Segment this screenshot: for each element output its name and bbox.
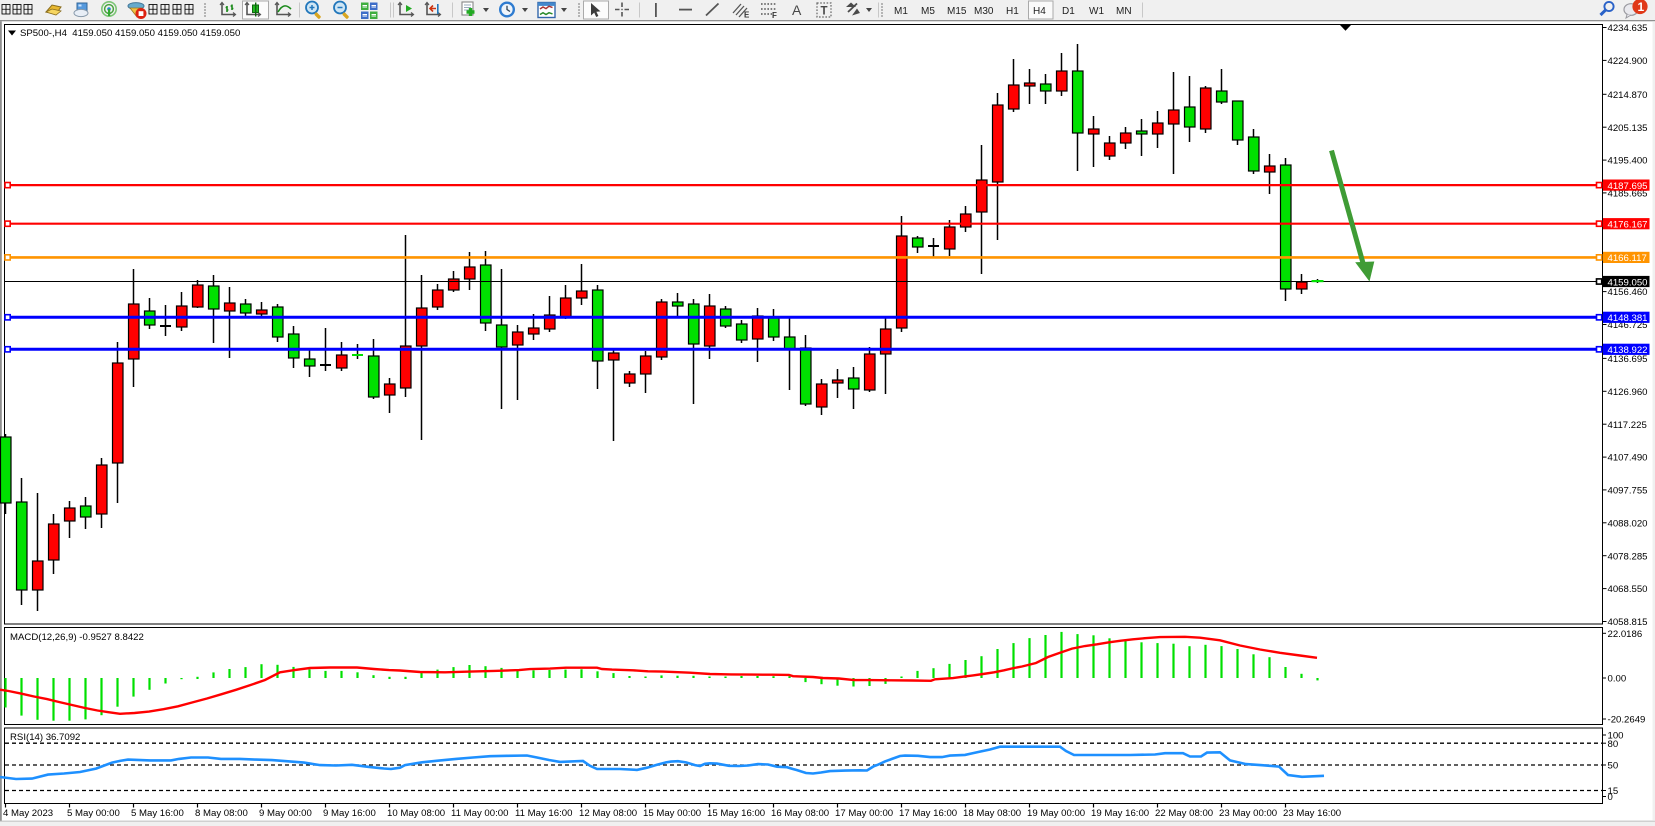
svg-text:D1: D1 — [1062, 6, 1075, 17]
svg-text:T: T — [821, 6, 828, 18]
svg-text:4214.870: 4214.870 — [1608, 90, 1648, 101]
svg-text:4195.400: 4195.400 — [1608, 156, 1648, 167]
svg-text:1: 1 — [1638, 0, 1645, 14]
svg-text:A: A — [792, 2, 802, 18]
svg-text:17 May 00:00: 17 May 00:00 — [835, 808, 893, 819]
svg-text:4176.167: 4176.167 — [1608, 220, 1648, 231]
svg-text:23 May 16:00: 23 May 16:00 — [1283, 808, 1341, 819]
svg-text:4126.960: 4126.960 — [1608, 387, 1648, 398]
svg-text:MN: MN — [1116, 6, 1132, 17]
svg-text:19 May 00:00: 19 May 00:00 — [1027, 808, 1085, 819]
svg-text:4136.695: 4136.695 — [1608, 354, 1648, 365]
svg-text:4138.922: 4138.922 — [1608, 345, 1648, 356]
svg-text:19 May 16:00: 19 May 16:00 — [1091, 808, 1149, 819]
svg-text:15 May 00:00: 15 May 00:00 — [643, 808, 701, 819]
svg-text:15: 15 — [1608, 786, 1619, 797]
svg-text:-20.2649: -20.2649 — [1608, 715, 1646, 726]
svg-text:5 May 16:00: 5 May 16:00 — [131, 808, 184, 819]
svg-text:80: 80 — [1608, 739, 1619, 750]
svg-text:18 May 08:00: 18 May 08:00 — [963, 808, 1021, 819]
svg-text:4234.635: 4234.635 — [1608, 23, 1648, 34]
svg-text:F: F — [772, 11, 777, 20]
svg-text:H4: H4 — [1033, 6, 1046, 17]
svg-text:4058.815: 4058.815 — [1608, 617, 1648, 628]
svg-text:4187.695: 4187.695 — [1608, 181, 1648, 192]
svg-text:4185.665: 4185.665 — [1608, 189, 1648, 200]
svg-text:5 May 00:00: 5 May 00:00 — [67, 808, 120, 819]
svg-text:4 May 2023: 4 May 2023 — [3, 808, 53, 819]
svg-text:RSI(14) 36.7092: RSI(14) 36.7092 — [10, 732, 80, 743]
svg-text:15 May 16:00: 15 May 16:00 — [707, 808, 765, 819]
svg-text:4166.117: 4166.117 — [1608, 253, 1647, 264]
svg-text:M5: M5 — [921, 6, 935, 17]
svg-text:H1: H1 — [1006, 6, 1019, 17]
svg-text:4159.050: 4159.050 — [1608, 277, 1648, 288]
svg-text:4205.135: 4205.135 — [1608, 123, 1648, 134]
svg-text:4156.460: 4156.460 — [1608, 287, 1648, 298]
svg-text:4224.900: 4224.900 — [1608, 56, 1648, 67]
svg-text:0: 0 — [1608, 792, 1613, 803]
svg-text:W1: W1 — [1089, 6, 1104, 17]
svg-text:M1: M1 — [894, 6, 908, 17]
svg-text:50: 50 — [1608, 761, 1619, 772]
svg-text:17 May 16:00: 17 May 16:00 — [899, 808, 957, 819]
svg-text:4117.225: 4117.225 — [1608, 420, 1647, 431]
svg-text:9 May 16:00: 9 May 16:00 — [323, 808, 376, 819]
svg-text:0.00: 0.00 — [1608, 674, 1627, 685]
svg-text:11 May 00:00: 11 May 00:00 — [451, 808, 508, 819]
svg-text:100: 100 — [1608, 731, 1624, 742]
svg-text:22 May 08:00: 22 May 08:00 — [1155, 808, 1213, 819]
svg-text:9 May 00:00: 9 May 00:00 — [259, 808, 312, 819]
svg-text:4146.725: 4146.725 — [1608, 320, 1648, 331]
svg-text:M15: M15 — [947, 6, 967, 17]
svg-text:10 May 08:00: 10 May 08:00 — [387, 808, 445, 819]
svg-text:4068.550: 4068.550 — [1608, 584, 1648, 595]
svg-text:4107.490: 4107.490 — [1608, 453, 1648, 464]
svg-text:SP500-,H4 4159.050 4159.050 4: SP500-,H4 4159.050 4159.050 4159.050 415… — [20, 28, 240, 39]
svg-text:M30: M30 — [974, 6, 994, 17]
svg-text:8 May 08:00: 8 May 08:00 — [195, 808, 248, 819]
svg-text:11 May 16:00: 11 May 16:00 — [515, 808, 572, 819]
svg-text:12 May 08:00: 12 May 08:00 — [579, 808, 637, 819]
svg-text:MACD(12,26,9) -0.9527 8.8422: MACD(12,26,9) -0.9527 8.8422 — [10, 632, 144, 643]
svg-text:4078.285: 4078.285 — [1608, 551, 1648, 562]
svg-text:22.0186: 22.0186 — [1608, 629, 1643, 640]
svg-text:4088.020: 4088.020 — [1608, 518, 1648, 529]
svg-text:4097.755: 4097.755 — [1608, 486, 1648, 497]
svg-text:4148.381: 4148.381 — [1608, 313, 1648, 324]
svg-text:23 May 00:00: 23 May 00:00 — [1219, 808, 1277, 819]
svg-text:E: E — [744, 11, 750, 20]
svg-text:16 May 08:00: 16 May 08:00 — [771, 808, 829, 819]
